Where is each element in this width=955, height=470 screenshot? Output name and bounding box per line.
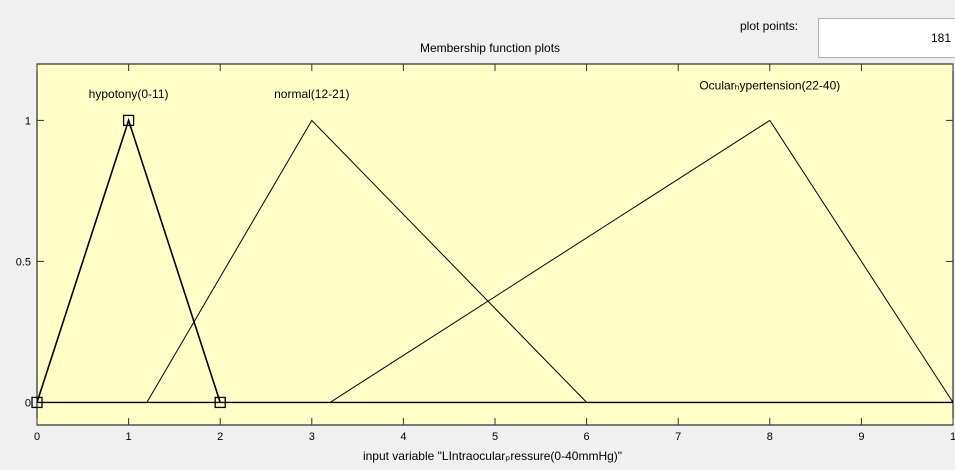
curve-label-3: Ocularₕypertension(22-40) <box>699 78 840 92</box>
y-tick-label: 1 <box>25 115 31 127</box>
x-tick-label: 2 <box>217 431 223 443</box>
chart-title: Membership function plots <box>419 41 561 55</box>
x-tick-label: 6 <box>584 431 590 443</box>
x-tick-label: 7 <box>675 431 681 443</box>
plot-points-input[interactable] <box>818 18 955 58</box>
x-tick-label: 1 <box>126 431 132 443</box>
membership-curve-3 <box>329 119 954 403</box>
curve-label-1: hypotony(0-11) <box>89 87 169 101</box>
point-marker <box>214 396 226 409</box>
x-tick-label: 3 <box>309 431 315 443</box>
plot-points-label: plot points: <box>740 19 799 33</box>
x-tick-label: 8 <box>767 431 773 443</box>
membership-curve-2 <box>146 119 587 403</box>
point-marker <box>122 114 135 127</box>
x-tick-label: 4 <box>400 431 406 443</box>
y-tick-label: 0 <box>25 397 31 409</box>
x-axis-label: input variable "LIntraocularₚressure(0-4… <box>362 449 623 463</box>
point-marker <box>31 396 43 409</box>
plot-area[interactable] <box>36 63 954 426</box>
x-tick-label: 5 <box>492 431 498 443</box>
x-tick-label: 9 <box>858 431 864 443</box>
membership-curves <box>36 117 954 404</box>
axis-ticks: 0 1 2 3 4 5 6 7 8 9 100.51 <box>16 64 955 443</box>
point-markers <box>31 114 226 409</box>
membership-curve-1 <box>36 117 221 403</box>
x-tick-label: 0 <box>34 431 40 443</box>
curve-label-2: normal(12-21) <box>274 87 349 101</box>
y-tick-label: 0.5 <box>16 256 31 268</box>
x-tick-label: 1 <box>950 431 955 443</box>
curve-labels: hypotony(0-11) normal(12-21) Ocularₕyperte… <box>89 78 841 100</box>
